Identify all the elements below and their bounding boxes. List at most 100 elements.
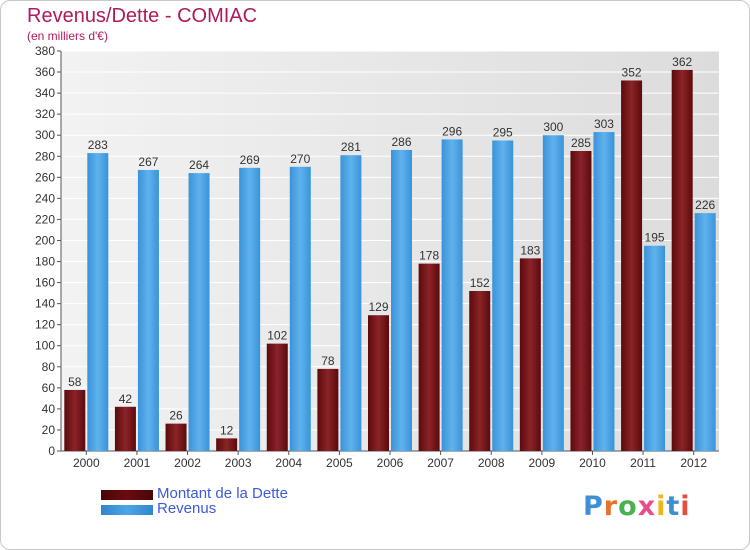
value-label-revenus: 286 — [391, 135, 411, 149]
y-tick-label: 300 — [35, 128, 55, 142]
y-tick-label: 220 — [35, 212, 55, 226]
value-label-revenus: 226 — [695, 198, 715, 212]
logo-letter: r — [603, 491, 619, 522]
bar-revenus — [239, 167, 261, 451]
y-tick-label: 20 — [42, 423, 56, 437]
value-label-dette: 352 — [622, 65, 642, 79]
bar-dette — [469, 291, 491, 451]
y-tick-label: 360 — [35, 65, 55, 79]
bar-dette — [266, 343, 288, 451]
x-tick-label: 2005 — [326, 456, 353, 470]
x-tick-label: 2001 — [124, 456, 151, 470]
logo-letter: i — [656, 491, 667, 522]
chart-title: Revenus/Dette - COMIAC — [27, 5, 258, 27]
y-tick-label: 0 — [48, 444, 55, 458]
bar-dette — [368, 315, 389, 451]
y-tick-label: 40 — [42, 402, 56, 416]
bar-revenus — [289, 166, 311, 451]
value-label-dette: 285 — [571, 136, 591, 150]
value-label-dette: 26 — [169, 409, 183, 423]
chart-subtitle: (en milliers d'€) — [27, 29, 108, 43]
bar-dette — [621, 80, 643, 451]
x-tick-label: 2006 — [377, 456, 404, 470]
bar-dette — [114, 406, 136, 451]
y-tick-label: 160 — [35, 276, 55, 290]
logo-letter: o — [618, 491, 638, 522]
value-label-revenus: 195 — [645, 231, 665, 245]
x-tick-label: 2012 — [680, 456, 707, 470]
value-label-dette: 42 — [119, 392, 133, 406]
bar-dette — [519, 258, 541, 451]
value-label-revenus: 283 — [88, 138, 108, 152]
legend-swatch-revenus — [101, 505, 153, 515]
plot-area — [61, 51, 719, 451]
value-label-revenus: 269 — [240, 153, 260, 167]
legend-label-revenus: Revenus — [157, 500, 217, 517]
bar-revenus — [137, 169, 159, 451]
legend-swatch-dette — [101, 490, 153, 500]
value-label-revenus: 295 — [493, 125, 513, 139]
bar-revenus — [441, 139, 463, 451]
value-label-dette: 129 — [368, 300, 388, 314]
value-label-revenus: 267 — [138, 155, 158, 169]
bar-dette — [64, 389, 86, 451]
value-label-revenus: 270 — [290, 152, 310, 166]
logo-letter: P — [583, 491, 604, 522]
x-tick-label: 2007 — [427, 456, 454, 470]
bar-revenus — [340, 155, 362, 452]
y-tick-label: 180 — [35, 255, 55, 269]
logo-letter: i — [680, 491, 691, 522]
value-label-dette: 78 — [321, 354, 335, 368]
bar-revenus — [644, 245, 666, 451]
bar-revenus — [391, 149, 412, 451]
y-tick-label: 380 — [35, 44, 55, 58]
value-label-revenus: 303 — [594, 117, 614, 131]
y-tick-label: 120 — [35, 318, 55, 332]
value-label-revenus: 264 — [189, 158, 209, 172]
y-tick-label: 240 — [35, 191, 55, 205]
y-tick-label: 340 — [35, 86, 55, 100]
logo-letter: t — [666, 491, 681, 522]
y-tick-label: 320 — [35, 107, 55, 121]
value-label-dette: 12 — [220, 423, 234, 437]
bar-dette — [317, 368, 339, 451]
x-tick-label: 2008 — [478, 456, 505, 470]
value-label-dette: 152 — [470, 276, 490, 290]
value-label-revenus: 296 — [442, 124, 462, 138]
proxiti-logo: Proxiti — [583, 491, 691, 522]
x-tick-label: 2004 — [275, 456, 302, 470]
x-tick-label: 2011 — [630, 456, 656, 470]
bar-dette — [418, 263, 440, 451]
x-tick-label: 2002 — [174, 456, 201, 470]
bar-revenus — [87, 153, 109, 451]
bar-revenus — [188, 173, 210, 451]
x-tick-label: 2000 — [73, 456, 100, 470]
bar-dette — [216, 438, 238, 451]
y-tick-label: 280 — [35, 149, 55, 163]
logo-letter: x — [637, 491, 657, 522]
legend-label-dette: Montant de la Dette — [157, 485, 288, 502]
bar-dette — [570, 151, 592, 451]
x-tick-label: 2009 — [528, 456, 555, 470]
y-tick-label: 260 — [35, 170, 55, 184]
bar-revenus — [492, 140, 514, 451]
value-label-dette: 58 — [68, 375, 82, 389]
y-tick-label: 200 — [35, 233, 55, 247]
value-label-dette: 362 — [672, 55, 692, 69]
x-tick-label: 2010 — [579, 456, 606, 470]
value-label-revenus: 300 — [543, 120, 563, 134]
bar-revenus — [542, 135, 564, 452]
value-label-dette: 102 — [267, 329, 287, 343]
y-tick-label: 80 — [42, 360, 56, 374]
bar-dette — [165, 423, 187, 451]
bar-revenus — [593, 132, 615, 452]
y-tick-label: 60 — [42, 381, 56, 395]
value-label-revenus: 281 — [341, 140, 361, 154]
bar-dette — [671, 69, 693, 452]
value-label-dette: 183 — [520, 243, 540, 257]
y-tick-label: 140 — [35, 297, 55, 311]
bar-revenus — [694, 213, 716, 451]
value-label-dette: 178 — [419, 249, 439, 263]
